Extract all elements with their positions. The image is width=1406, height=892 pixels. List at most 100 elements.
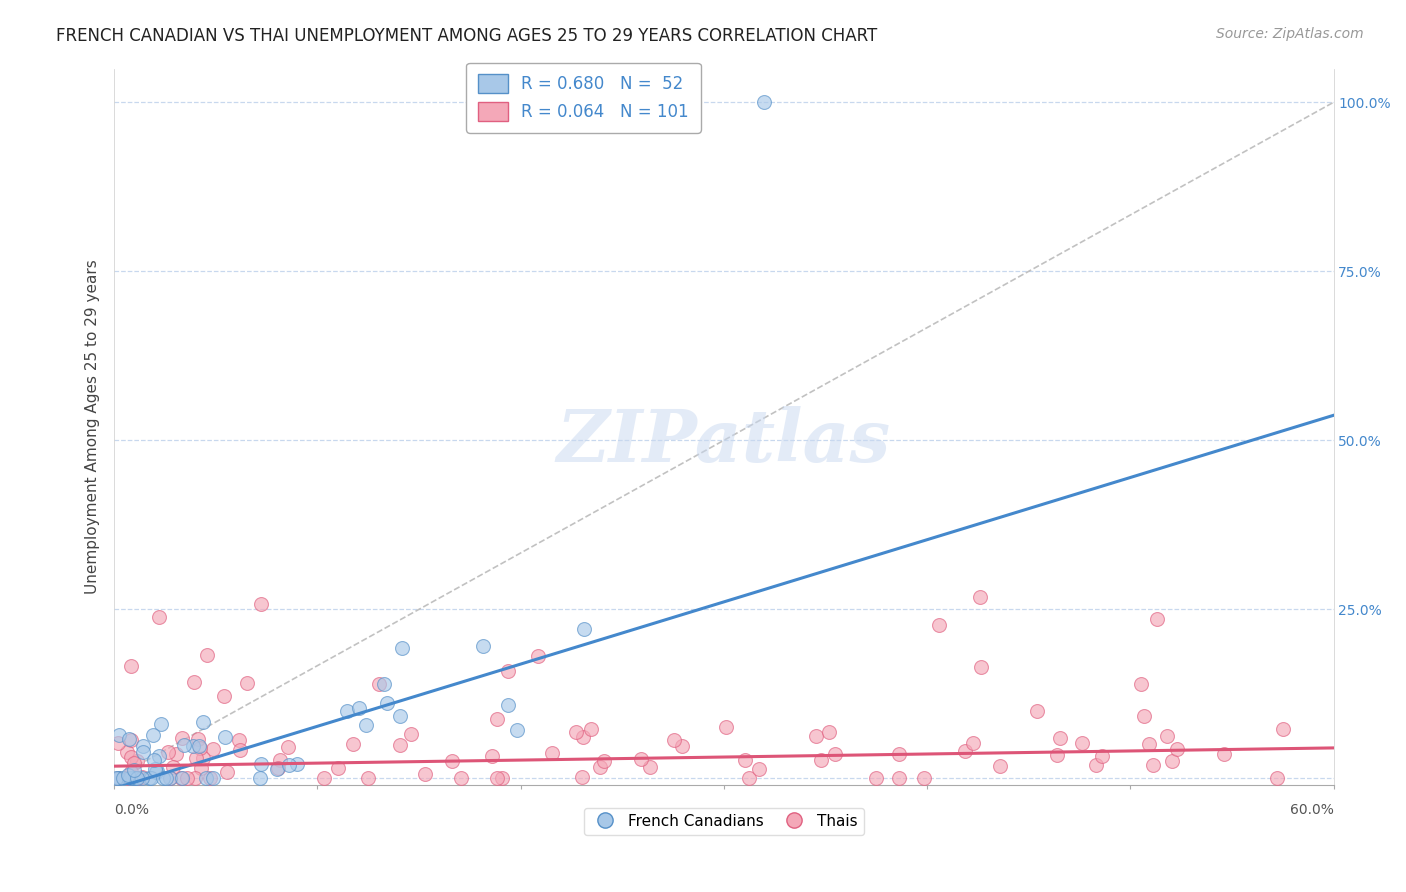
Point xyxy=(107,772,129,786)
Point xyxy=(356,718,378,732)
Point xyxy=(108,728,131,742)
Point xyxy=(415,767,437,781)
Point xyxy=(342,737,364,751)
Point xyxy=(142,728,165,742)
Text: FRENCH CANADIAN VS THAI UNEMPLOYMENT AMONG AGES 25 TO 29 YEARS CORRELATION CHART: FRENCH CANADIAN VS THAI UNEMPLOYMENT AMO… xyxy=(56,27,877,45)
Legend: French Canadians, Thais: French Canadians, Thais xyxy=(583,807,863,835)
Point xyxy=(1091,749,1114,764)
Point xyxy=(118,731,141,746)
Point xyxy=(865,772,887,786)
Point xyxy=(496,698,519,713)
Point xyxy=(285,756,308,771)
Point xyxy=(127,772,149,786)
Point xyxy=(450,772,472,786)
Point xyxy=(266,762,288,776)
Point xyxy=(1272,723,1295,737)
Point xyxy=(195,772,218,786)
Point xyxy=(581,722,603,736)
Point xyxy=(117,767,139,781)
Point xyxy=(889,747,911,761)
Point xyxy=(170,731,193,746)
Point xyxy=(887,771,910,785)
Point xyxy=(810,752,832,766)
Point xyxy=(235,676,257,690)
Point xyxy=(187,731,209,746)
Point xyxy=(115,745,138,759)
Point xyxy=(328,761,350,775)
Point xyxy=(107,772,129,786)
Point xyxy=(988,759,1011,773)
Point xyxy=(120,764,142,779)
Point xyxy=(120,659,142,673)
Point xyxy=(111,772,134,786)
Point xyxy=(150,717,173,731)
Point xyxy=(198,772,221,786)
Point xyxy=(754,95,776,110)
Point xyxy=(485,772,508,786)
Point xyxy=(506,723,529,737)
Point xyxy=(349,701,371,715)
Point xyxy=(155,772,177,786)
Point xyxy=(195,648,218,662)
Point xyxy=(391,641,413,656)
Point xyxy=(170,772,193,786)
Point xyxy=(357,772,380,786)
Point xyxy=(912,772,935,786)
Point xyxy=(187,739,209,753)
Point xyxy=(486,712,509,726)
Point xyxy=(131,745,153,759)
Point xyxy=(139,772,162,786)
Point xyxy=(962,736,984,750)
Point xyxy=(714,719,737,733)
Point xyxy=(1046,748,1069,763)
Point xyxy=(496,665,519,679)
Point xyxy=(120,733,142,747)
Point xyxy=(202,772,225,786)
Point xyxy=(186,751,208,765)
Point xyxy=(131,770,153,784)
Point xyxy=(541,746,564,760)
Y-axis label: Unemployment Among Ages 25 to 29 years: Unemployment Among Ages 25 to 29 years xyxy=(86,260,100,594)
Point xyxy=(122,763,145,777)
Point xyxy=(170,772,193,786)
Point xyxy=(183,675,205,690)
Point xyxy=(142,753,165,767)
Point xyxy=(184,772,207,786)
Point xyxy=(373,677,395,691)
Point xyxy=(367,677,389,691)
Point xyxy=(571,770,593,784)
Point xyxy=(120,749,142,764)
Point xyxy=(173,739,195,753)
Point xyxy=(127,772,149,786)
Point xyxy=(148,749,170,764)
Point xyxy=(572,730,595,744)
Point xyxy=(1133,709,1156,723)
Point xyxy=(388,709,411,723)
Point xyxy=(671,739,693,754)
Point xyxy=(593,755,616,769)
Point xyxy=(928,618,950,632)
Point xyxy=(249,772,271,786)
Point xyxy=(145,764,167,778)
Point xyxy=(1265,772,1288,786)
Point xyxy=(193,715,215,730)
Point xyxy=(124,772,146,786)
Point xyxy=(188,740,211,755)
Point xyxy=(190,761,212,775)
Point xyxy=(574,623,596,637)
Point xyxy=(804,730,827,744)
Point xyxy=(120,772,142,786)
Point xyxy=(104,772,127,786)
Point xyxy=(132,739,155,754)
Point xyxy=(1071,736,1094,750)
Point xyxy=(818,725,841,739)
Point xyxy=(250,597,273,611)
Point xyxy=(1130,677,1153,691)
Text: 60.0%: 60.0% xyxy=(1289,803,1333,817)
Point xyxy=(117,772,139,786)
Point xyxy=(662,733,685,747)
Point xyxy=(193,750,215,764)
Text: ZIPatlas: ZIPatlas xyxy=(557,406,891,476)
Text: Source: ZipAtlas.com: Source: ZipAtlas.com xyxy=(1216,27,1364,41)
Point xyxy=(953,744,976,758)
